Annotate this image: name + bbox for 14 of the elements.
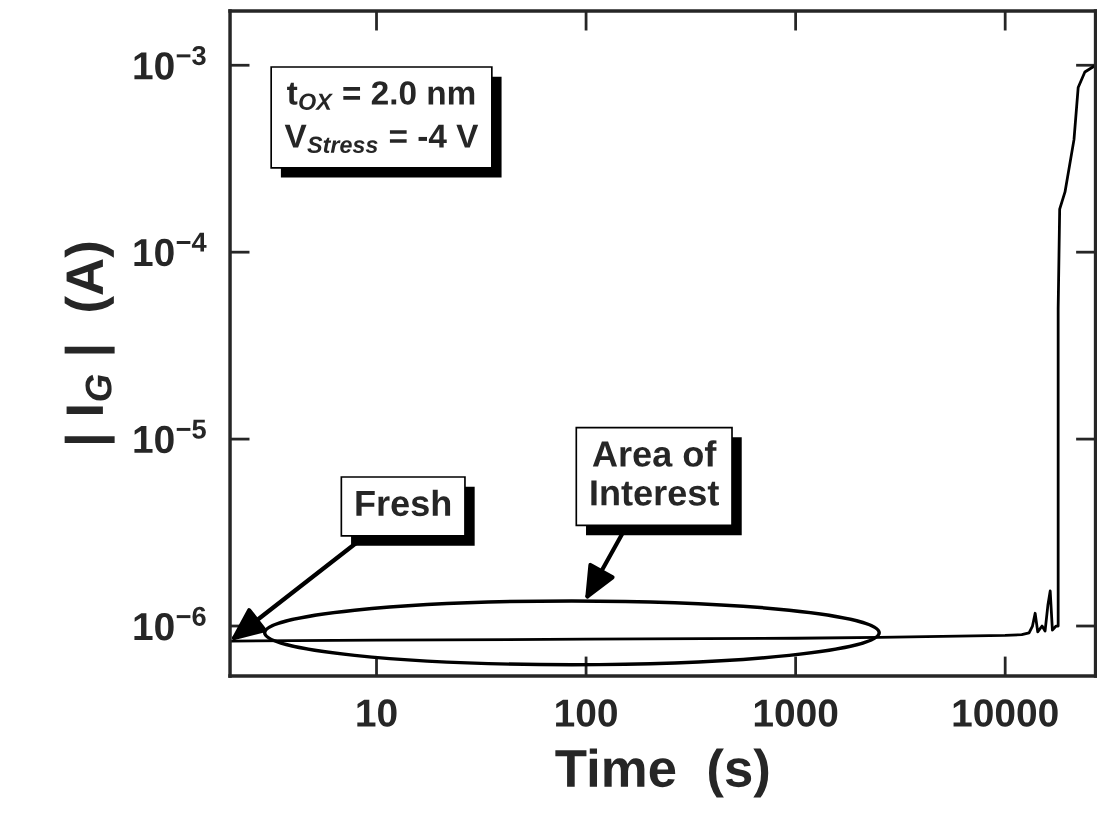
y-tick-label: 10$^{−3}$	[134, 45, 206, 80]
annotation: Area of Interest	[591, 440, 719, 506]
x-tick-label: 10	[357, 699, 397, 727]
annotation: Fresh	[356, 489, 451, 517]
y-tick-label: 10$^{−4}$	[134, 232, 207, 267]
annotation: t$_{OX}$ = 2.0 nm	[287, 81, 475, 110]
annotation: V$_{Stress}$ = -4 V	[284, 124, 479, 154]
x-axis-title: Time (s)	[555, 748, 769, 798]
x-tick-label: 10000	[953, 699, 1058, 727]
y-tick-label: 10$^{−5}$	[134, 419, 206, 454]
x-tick-label: 1000	[754, 699, 838, 727]
x-tick-label: 100	[556, 699, 617, 727]
y-tick-label: 10$^{−6}$	[134, 606, 206, 641]
y-axis-title: | I$_{G}$ | (A)	[64, 242, 115, 443]
